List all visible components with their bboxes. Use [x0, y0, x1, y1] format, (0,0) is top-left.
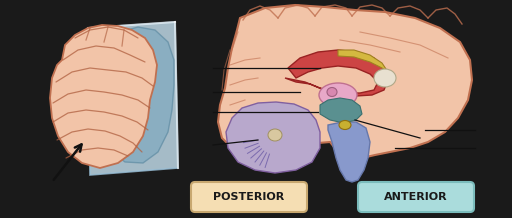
Polygon shape [50, 25, 157, 168]
Ellipse shape [268, 129, 282, 141]
FancyBboxPatch shape [191, 182, 307, 212]
Polygon shape [285, 50, 388, 96]
Polygon shape [104, 27, 174, 163]
Ellipse shape [319, 83, 357, 107]
Text: POSTERIOR: POSTERIOR [214, 192, 285, 202]
Text: ANTERIOR: ANTERIOR [384, 192, 448, 202]
Polygon shape [320, 98, 362, 123]
FancyBboxPatch shape [358, 182, 474, 212]
Polygon shape [88, 22, 178, 175]
Ellipse shape [374, 69, 396, 87]
Polygon shape [218, 5, 472, 158]
Polygon shape [338, 50, 388, 72]
Ellipse shape [339, 121, 351, 129]
Polygon shape [226, 102, 320, 173]
Polygon shape [328, 122, 370, 182]
Ellipse shape [327, 87, 337, 97]
